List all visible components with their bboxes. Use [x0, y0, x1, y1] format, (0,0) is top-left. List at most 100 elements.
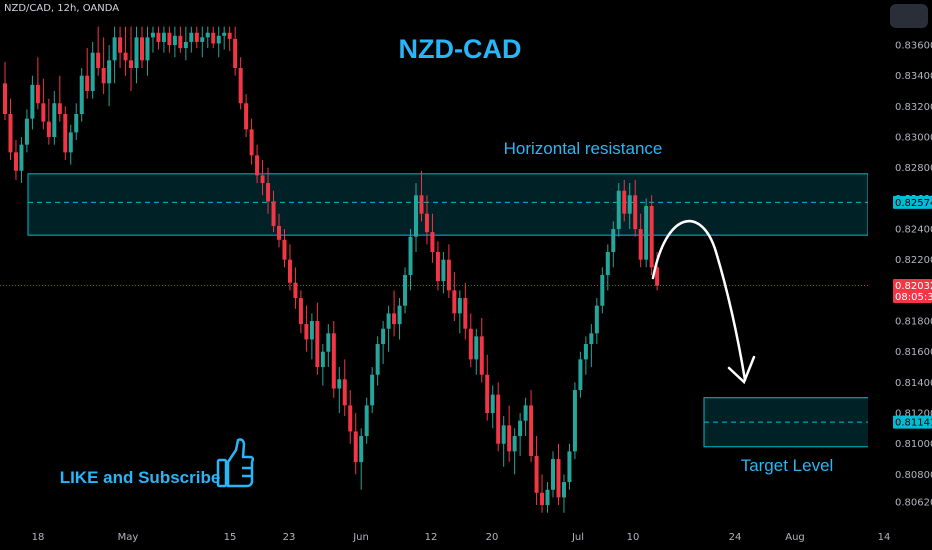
- resistance-zone-box: [27, 173, 869, 236]
- candle-body: [52, 103, 57, 138]
- candle-body: [123, 52, 128, 61]
- candle-body: [194, 32, 199, 42]
- candle-body: [359, 436, 364, 463]
- candle-body: [457, 298, 462, 314]
- candle-body: [638, 229, 643, 260]
- candle-body: [534, 455, 539, 493]
- thumbs-up-icon: [216, 438, 255, 488]
- candle-body: [304, 324, 309, 340]
- candle-body: [397, 305, 402, 325]
- candle-body: [255, 155, 260, 176]
- candle-body: [589, 333, 594, 345]
- chart-title: NZD-CAD: [399, 34, 522, 64]
- candle-body: [507, 425, 512, 452]
- candle-body: [463, 298, 468, 329]
- candle-body: [150, 32, 155, 38]
- candle-body: [156, 32, 161, 42]
- candle-body: [490, 394, 495, 414]
- candle-body: [337, 379, 342, 389]
- candle-body: [403, 275, 408, 306]
- candle-body: [211, 32, 216, 44]
- candle-body: [424, 213, 429, 233]
- candle-body: [348, 405, 353, 432]
- candle-body: [96, 52, 101, 69]
- candle-body: [293, 282, 298, 299]
- x-tick-label: Jun: [352, 532, 369, 543]
- candle-body: [200, 37, 205, 42]
- thumbs-up-cuff: [216, 458, 228, 488]
- candle-body: [282, 239, 287, 260]
- candle-body: [392, 313, 397, 325]
- candle-body: [227, 32, 232, 39]
- projection-arrow: [651, 219, 756, 385]
- candle-body: [233, 38, 238, 69]
- candle-body: [161, 32, 166, 42]
- candle-body: [655, 267, 660, 286]
- candle-body: [326, 333, 331, 352]
- candle-body: [271, 201, 276, 226]
- candle-body: [567, 451, 572, 483]
- candle-body: [287, 259, 292, 283]
- projection-arrow-path: [651, 219, 747, 382]
- candle-body: [101, 68, 106, 84]
- candle-body: [30, 84, 35, 119]
- x-tick-label: 23: [283, 532, 296, 543]
- x-tick-label: 24: [729, 532, 742, 543]
- candle-body: [244, 103, 249, 130]
- candle-body: [298, 298, 303, 325]
- candle-body: [309, 321, 314, 340]
- candle-body: [435, 252, 440, 282]
- candle-body: [512, 436, 517, 452]
- candle-body: [3, 83, 7, 115]
- candle-body: [419, 195, 424, 214]
- x-tick-label: 12: [425, 532, 438, 543]
- candle-body: [46, 121, 51, 138]
- x-tick-label: 10: [627, 532, 640, 543]
- candle-body: [441, 259, 446, 282]
- candle-body: [315, 321, 320, 368]
- candle-body: [375, 344, 380, 375]
- symbol-label: NZD/CAD, 12h, OANDA: [4, 3, 120, 14]
- candle-body: [266, 183, 271, 202]
- chart-menu-button[interactable]: [890, 4, 928, 28]
- candle-body: [370, 374, 375, 406]
- candle-body: [468, 328, 473, 360]
- thumbs-up-hand: [226, 438, 255, 488]
- candle-body: [331, 333, 336, 389]
- candle-body: [474, 336, 479, 360]
- candle-body: [485, 374, 490, 414]
- price-badge: 0.8203208:05:39: [893, 278, 932, 303]
- candle-body: [222, 32, 227, 36]
- candle-body: [68, 132, 73, 153]
- price-badge-value: 0.82574: [895, 198, 932, 209]
- candle-body: [112, 37, 117, 61]
- candle-body: [57, 103, 62, 115]
- candle-body: [8, 114, 13, 153]
- candle-body: [189, 32, 194, 42]
- candle-body: [572, 390, 577, 452]
- candle-body: [216, 35, 221, 44]
- candle-body: [529, 405, 534, 456]
- candle-body: [79, 75, 84, 115]
- candle-body: [594, 305, 599, 334]
- candle-body: [649, 206, 654, 268]
- candle-body: [41, 103, 46, 122]
- price-axis-bg: [868, 0, 932, 550]
- candle-body: [496, 394, 501, 444]
- candle-body: [556, 459, 561, 498]
- candle-body: [320, 351, 325, 368]
- candle-body: [386, 313, 391, 329]
- resistance-label: Horizontal resistance: [504, 139, 663, 158]
